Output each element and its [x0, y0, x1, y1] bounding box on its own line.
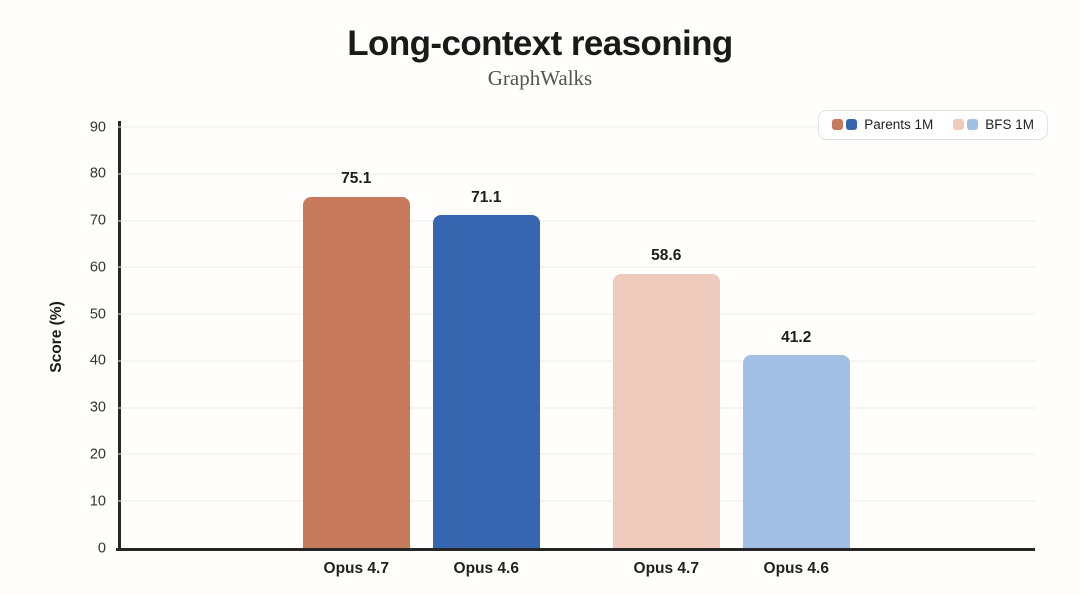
- y-tick-label: 70: [89, 212, 106, 229]
- gridline: [118, 360, 1035, 362]
- x-tick-label: Opus 4.7: [323, 560, 389, 577]
- legend: Parents 1M BFS 1M: [818, 110, 1048, 140]
- bar: [743, 355, 850, 548]
- gridline: [118, 453, 1035, 455]
- bar: [613, 273, 720, 548]
- legend-swatch: [953, 119, 965, 131]
- gridline: [118, 126, 1035, 128]
- bar: [433, 215, 540, 548]
- x-tick-label: Opus 4.6: [453, 560, 519, 577]
- y-tick-label: 30: [89, 399, 106, 416]
- gridline: [118, 407, 1035, 409]
- bar-value-label: 58.6: [651, 247, 682, 265]
- chart-subtitle: GraphWalks: [487, 66, 593, 90]
- legend-swatch-pair: [953, 119, 979, 131]
- y-tick-label: 80: [89, 165, 106, 182]
- x-axis-line: [116, 548, 1035, 551]
- y-tick-label: 40: [89, 352, 106, 369]
- gridline: [118, 220, 1035, 222]
- gridline: [118, 313, 1035, 315]
- gridline: [118, 173, 1035, 175]
- legend-swatch: [832, 119, 844, 131]
- plot-area: 0 10 20 30 40 50 60 70 80 90 75.1 Opus 4.7 71.1 Opus …: [90, 120, 1035, 577]
- legend-swatch: [967, 119, 979, 131]
- legend-entry: BFS 1M: [953, 118, 1034, 132]
- chart-title: Long-context reasoning: [347, 24, 733, 63]
- y-tick-label: 0: [97, 539, 106, 556]
- x-tick-label: Opus 4.6: [763, 560, 829, 577]
- y-tick-label: 10: [89, 492, 106, 509]
- gridline: [118, 266, 1035, 268]
- legend-swatch-pair: [832, 119, 858, 131]
- bar-value-label: 75.1: [341, 170, 372, 188]
- gridline: [118, 500, 1035, 502]
- x-tick-label: Opus 4.7: [633, 560, 699, 577]
- y-tick-label: 60: [89, 259, 106, 276]
- legend-entry-label: BFS 1M: [985, 117, 1034, 132]
- y-axis-line: [118, 121, 121, 548]
- y-tick-label: 20: [89, 446, 106, 463]
- y-tick-label: 90: [89, 118, 106, 135]
- y-tick-label: 50: [89, 305, 106, 322]
- y-axis-title: Score (%): [48, 301, 65, 373]
- bar-value-label: 41.2: [781, 328, 812, 346]
- bar-value-label: 71.1: [471, 188, 502, 206]
- legend-entry: Parents 1M: [832, 118, 933, 132]
- bar: [303, 196, 410, 548]
- legend-swatch: [846, 119, 858, 131]
- legend-entry-label: Parents 1M: [864, 117, 934, 132]
